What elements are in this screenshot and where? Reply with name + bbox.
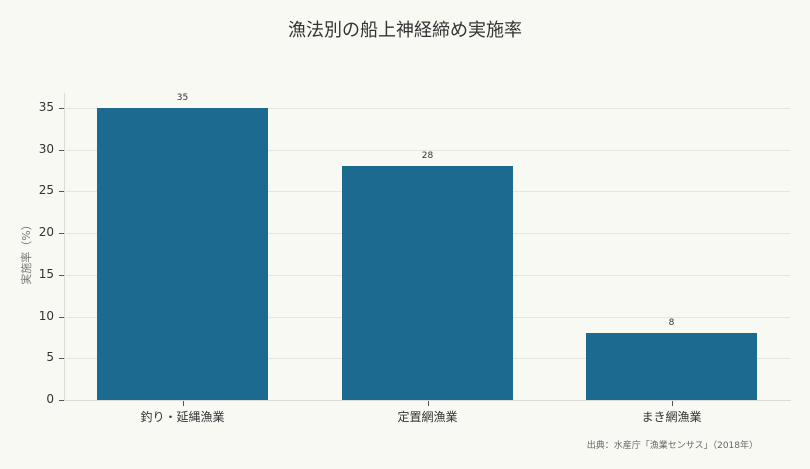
y-tick-mark [59, 316, 64, 318]
bar-value-label: 35 [176, 93, 189, 103]
y-tick-mark [59, 191, 64, 193]
y-tick-label: 35 [38, 100, 54, 114]
x-tick-mark [428, 401, 429, 406]
y-tick-mark [59, 400, 64, 401]
x-tick-label: まき網漁業 [641, 410, 702, 424]
bar-value-label: 28 [421, 151, 434, 162]
y-tick-mark [59, 358, 64, 360]
bar [97, 108, 268, 400]
chart-title: 漁法別の船上神経締め実施率 [288, 20, 522, 41]
y-tick-mark [59, 274, 64, 276]
y-axis-label: 実施率（%） [20, 219, 33, 285]
y-axis-line [64, 93, 65, 401]
x-axis-line [64, 400, 791, 401]
y-tick-label: 10 [38, 308, 54, 323]
y-tick-label: 30 [38, 141, 54, 156]
x-tick-label: 釣り・延縄漁業 [140, 410, 225, 424]
y-tick-mark [59, 108, 64, 109]
y-tick-mark [59, 149, 64, 151]
y-tick-label: 0 [46, 392, 54, 406]
y-tick-label: 5 [46, 350, 54, 365]
x-tick-mark [183, 401, 184, 406]
x-tick-label: 定置網漁業 [397, 410, 458, 424]
y-tick-label: 20 [38, 225, 54, 240]
source-note: 出典：水産庁「漁業センサス」（2018年） [586, 441, 758, 451]
y-tick-label: 15 [38, 266, 54, 281]
bar-value-label: 8 [668, 318, 675, 329]
y-tick-mark [59, 233, 64, 235]
gridline [64, 108, 790, 109]
x-tick-mark [672, 401, 673, 406]
bar [342, 166, 513, 400]
gridline [64, 149, 790, 151]
bar [586, 333, 757, 400]
y-tick-label: 25 [38, 183, 54, 198]
